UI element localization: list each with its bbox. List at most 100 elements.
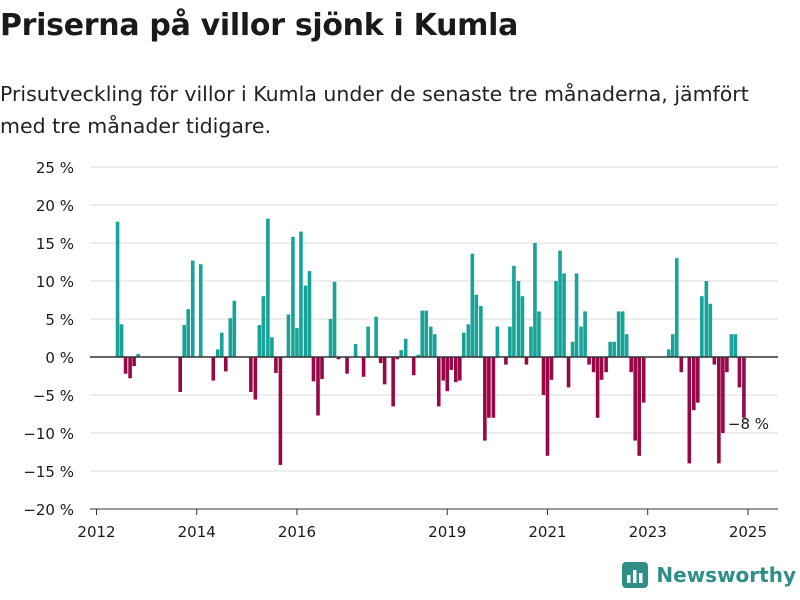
x-tick-label: 2025 [729,523,767,541]
bar [441,357,446,381]
bar [345,357,349,374]
bar [228,318,233,357]
x-tick-label: 2023 [629,523,667,541]
bar [604,357,608,373]
bar [524,357,529,365]
bar [533,243,537,357]
bar [270,337,274,357]
bar [674,258,679,357]
bar [307,271,312,357]
bar [545,357,550,456]
bar [520,296,525,357]
annotation-label: −8 % [728,415,769,433]
bar [182,325,187,357]
bar [295,328,299,357]
bar [708,303,713,357]
bar [583,311,587,357]
bar [725,357,729,373]
bar [257,325,262,357]
bar [211,357,216,381]
bar [729,334,734,357]
brand-name: Newsworthy [656,563,796,587]
bar [562,273,566,357]
bar [374,316,378,357]
bar [529,326,533,357]
y-tick-label: −5 % [33,387,74,405]
bar [587,357,591,365]
y-tick-label: −15 % [23,463,74,481]
bar [223,357,228,372]
bar [483,357,487,441]
bar [115,221,120,357]
bar [403,338,408,357]
x-tick-label: 2012 [77,523,115,541]
bar [721,357,725,433]
bar [541,357,546,395]
bar [479,306,483,357]
bar [629,357,633,373]
bar [215,349,220,357]
bar [316,357,320,416]
y-tick-label: 0 % [45,349,74,367]
bar [186,309,191,357]
bar [470,253,475,357]
y-tick-label: −20 % [23,501,74,519]
bar [737,357,742,388]
bar [508,326,512,357]
bar [378,357,383,364]
bar [704,281,709,357]
bar [466,324,471,357]
bar [328,319,333,357]
y-tick-label: 20 % [36,197,74,215]
bar [411,357,416,376]
bar [119,324,124,357]
bar [436,357,441,407]
bar [198,264,203,357]
bar [666,349,671,357]
bar [491,357,496,418]
bar [320,357,324,380]
y-axis-tick-labels: −20 % −15 % −10 % −5 % 0 % 5 % 10 % 15 % 20 % 25 … [23,159,74,519]
bar [687,357,692,464]
bar [495,326,500,357]
bar [123,357,128,374]
bar [291,236,295,357]
bar [537,311,541,357]
bar [566,357,571,388]
bar [641,357,646,403]
bar [416,354,421,357]
bar [591,357,596,373]
bar [670,334,675,357]
chart-title: Priserna på villor sjönk i Kumla [0,8,519,43]
x-tick-label: 2016 [278,523,316,541]
bar [474,294,479,357]
bar [612,341,616,357]
bar [249,357,253,392]
bar [336,357,341,360]
bar [136,353,140,357]
bar [620,311,625,357]
bar [178,357,182,392]
bar [424,310,429,357]
bar [558,250,562,357]
bar [232,300,237,357]
bar [353,344,358,357]
bar [382,357,387,385]
bar [608,341,612,357]
bar [428,326,433,357]
bar [361,357,366,377]
y-tick-label: 25 % [36,159,74,177]
bar [266,218,270,357]
bar [516,281,521,357]
bar [742,357,746,418]
bar [278,357,283,465]
bar [332,281,337,357]
bar [462,332,466,357]
bar [261,296,266,357]
bar [637,357,641,456]
bar [733,334,738,357]
bar [616,311,621,357]
bar [190,260,195,357]
bar [391,357,395,407]
